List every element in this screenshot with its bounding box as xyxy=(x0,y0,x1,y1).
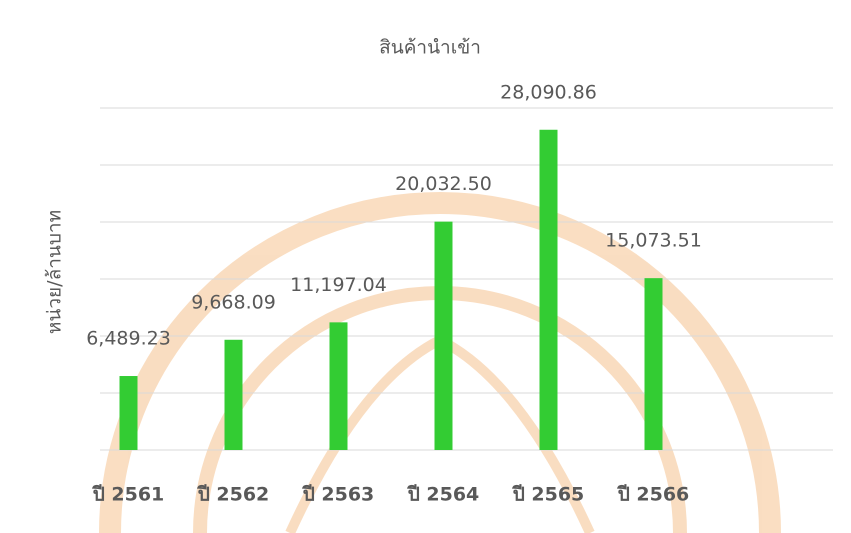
chart: สินค้านำเข้า หน่วย/ล้านบาท 6,489.23 ปี 25… xyxy=(0,0,851,533)
data-label: 6,489.23 xyxy=(86,328,171,350)
y-axis-label: หน่วย/ล้านบาท xyxy=(44,210,66,334)
x-tick-label: ปี 2561 xyxy=(92,484,164,506)
x-tick-label: ปี 2564 xyxy=(407,484,479,506)
data-label: 15,073.51 xyxy=(605,230,702,252)
bar xyxy=(540,130,558,450)
data-label: 28,090.86 xyxy=(500,81,597,103)
bar xyxy=(330,322,348,450)
x-tick-label: ปี 2565 xyxy=(512,484,584,506)
data-label: 20,032.50 xyxy=(395,173,492,195)
data-label: 11,197.04 xyxy=(290,274,387,296)
bar xyxy=(645,278,663,450)
bar xyxy=(435,222,453,450)
bar xyxy=(225,340,243,450)
x-tick-label: ปี 2562 xyxy=(197,484,269,506)
x-tick-label: ปี 2566 xyxy=(617,484,689,506)
chart-title: สินค้านำเข้า xyxy=(379,37,481,59)
data-label: 9,668.09 xyxy=(191,291,276,313)
bar xyxy=(120,376,138,450)
x-tick-label: ปี 2563 xyxy=(302,484,374,506)
